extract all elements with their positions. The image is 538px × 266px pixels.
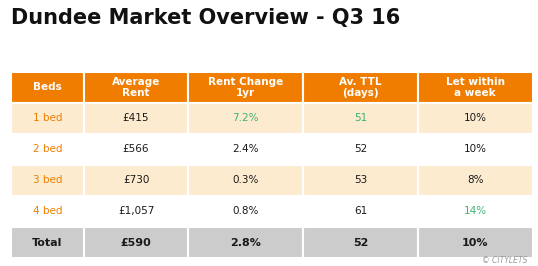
Text: Average
Rent: Average Rent xyxy=(112,77,160,98)
Text: 61: 61 xyxy=(354,206,367,217)
Text: £730: £730 xyxy=(123,176,149,185)
Text: Rent Change
1yr: Rent Change 1yr xyxy=(208,77,283,98)
Text: 2.4%: 2.4% xyxy=(232,144,259,154)
Text: 7.2%: 7.2% xyxy=(232,113,259,123)
Text: 2.8%: 2.8% xyxy=(230,238,261,247)
Text: 1 bed: 1 bed xyxy=(32,113,62,123)
Text: 52: 52 xyxy=(353,238,368,247)
Text: 0.8%: 0.8% xyxy=(232,206,259,217)
Text: £1,057: £1,057 xyxy=(118,206,154,217)
Text: 8%: 8% xyxy=(467,176,484,185)
Text: 14%: 14% xyxy=(464,206,487,217)
Text: 0.3%: 0.3% xyxy=(232,176,259,185)
Text: Let within
a week: Let within a week xyxy=(445,77,505,98)
Text: © CITYLETS: © CITYLETS xyxy=(482,256,527,265)
Text: Beds: Beds xyxy=(33,82,62,92)
Text: 10%: 10% xyxy=(464,113,487,123)
Text: 52: 52 xyxy=(354,144,367,154)
Text: 10%: 10% xyxy=(462,238,489,247)
Text: £566: £566 xyxy=(123,144,149,154)
Text: £590: £590 xyxy=(121,238,151,247)
Text: £415: £415 xyxy=(123,113,149,123)
Text: 3 bed: 3 bed xyxy=(32,176,62,185)
Text: 51: 51 xyxy=(354,113,367,123)
Text: Av. TTL
(days): Av. TTL (days) xyxy=(339,77,381,98)
Text: 4 bed: 4 bed xyxy=(32,206,62,217)
Text: Total: Total xyxy=(32,238,62,247)
Text: 53: 53 xyxy=(354,176,367,185)
Text: 2 bed: 2 bed xyxy=(32,144,62,154)
Text: Dundee Market Overview - Q3 16: Dundee Market Overview - Q3 16 xyxy=(11,8,400,28)
Text: 10%: 10% xyxy=(464,144,487,154)
